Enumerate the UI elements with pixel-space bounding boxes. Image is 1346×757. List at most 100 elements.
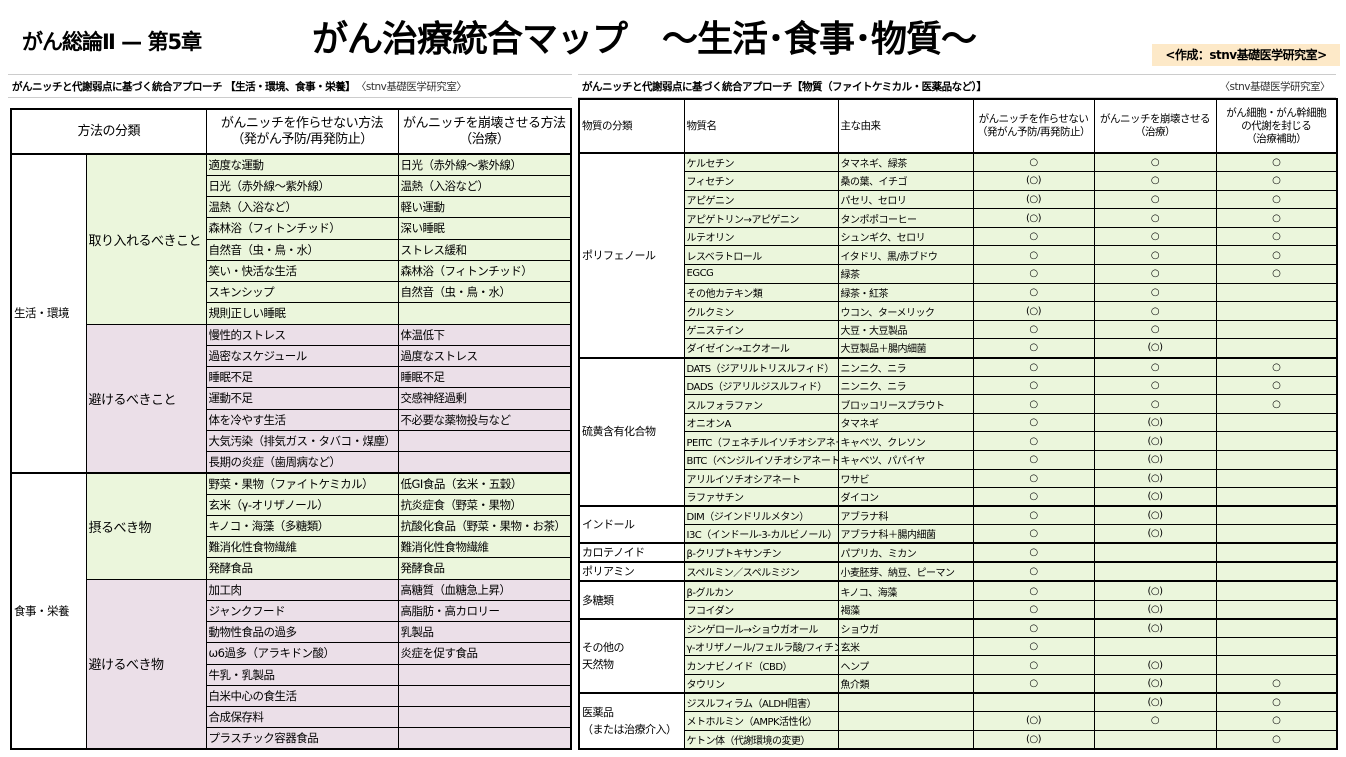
prevent-method-cell: 日光（赤外線～紫外線） [205,174,399,198]
table-row: EGCG 緑茶 ○ ○ ○ [579,264,1338,284]
metabolism-mark: ○ [1215,394,1338,414]
table-row: 運動不足 交感神経過剰 [11,387,572,410]
metabolism-mark [1215,617,1338,638]
table-row: オニオンA タマネギ ○ (○) [579,412,1338,433]
substance-name-cell: メトホルミン（AMPK活性化） [683,711,839,731]
table-row: 避けるべきこと 慢性的ストレス 体温低下 [11,323,572,474]
header-prevent: がんニッチを作らせない方法 （発がん予防/再発防止） [205,108,399,155]
substance-name-cell: β-クリプトキサンチン [683,542,839,563]
header-col-2: 主な由来 [837,98,974,154]
metabolism-mark: ○ [1215,711,1338,731]
table-row: BITC（ベンジルイソチオシアネート） キャベツ、パパイヤ ○ (○) [579,450,1338,470]
metabolism-mark: ○ [1215,264,1338,284]
table-row: カロテノイド β-クリプトキサンチン パプリカ、ミカン ○ [578,542,1338,563]
prevent-method-cell: 適度な運動 [205,153,399,176]
destroy-method-cell [397,450,572,474]
prevent-method-cell: 発酵食品 [205,557,399,580]
metabolism-mark [1215,580,1338,601]
table-row: ポリフェノール ケルセチン タマネギ、緑茶 ○ ○ ○ [578,152,1338,359]
prevent-mark: (○) [972,189,1095,210]
metabolism-mark: ○ [1215,152,1338,173]
destroy-method-cell: 自然音（虫・鳥・水） [397,280,572,304]
source-cell: 小麦胚芽、納豆、ピーマン [837,561,974,582]
destroy-mark: (○) [1093,468,1217,489]
table-row: ゲニステイン 大豆・大豆製品 ○ ○ [579,319,1338,340]
substance-name-cell: ラファサチン [683,487,839,507]
prevent-method-cell: 長期の炎症（歯周病など） [205,450,399,474]
prevent-method-cell: 牛乳・乳製品 [205,663,399,686]
source-cell: 魚介類 [837,673,974,694]
prevent-mark: ○ [972,599,1095,620]
source-cell: アブラナ科 [837,505,974,526]
table-row: 硫黄含有化合物 DATS（ジアリルトリスルフィド） ニンニク、ニラ ○ ○ ○ [578,356,1338,507]
prevent-method-cell: 過密なスケジュール [205,344,399,368]
table-row: ポリアミン スペルミン／スペルミジン 小麦胚芽、納豆、ピーマン ○ [578,561,1338,582]
prevent-method-cell: ジャンクフード [205,599,399,623]
metabolism-mark: ○ [1215,171,1338,191]
table-row: 多糖類 β-グルカン キノコ、海藻 ○ (○) [578,580,1338,620]
table-row: 動物性食品の過多 乳製品 [11,620,572,644]
metabolism-mark: ○ [1215,189,1338,210]
source-cell: 桑の葉、イチゴ [837,171,974,191]
prevent-method-cell: 慢性的ストレス [205,323,399,346]
lifestyle-diet-table: 方法の分類 がんニッチを作らせない方法 （発がん予防/再発防止） がんニッチを崩… [10,108,573,750]
destroy-method-cell: 不必要な薬物投与など [397,408,572,431]
destroy-mark: ○ [1093,189,1217,210]
substance-name-cell: ゲニステイン [683,319,839,340]
substance-name-cell: カンナビノイド（CBD） [683,655,839,675]
metabolism-mark: ○ [1215,245,1338,266]
source-cell: 玄米 [837,636,974,657]
destroy-method-cell: 乳製品 [397,620,572,644]
substance-category-cell: 医薬品 （または治療介入） [578,692,685,750]
metabolism-mark [1215,561,1338,582]
prevent-mark: ○ [972,542,1095,563]
destroy-method-cell: 抗酸化食品（野菜・果物・お茶） [397,514,572,538]
prevent-mark: ○ [972,338,1095,359]
table-row: ケトン体（代謝環境の変更） (○) ○ [579,729,1338,750]
destroy-method-cell: 交感神経過剰 [397,387,572,410]
substance-name-cell: タウリン [683,673,839,694]
substance-name-cell: DADS（ジアリルジスルフィド） [683,375,839,396]
metabolism-mark: ○ [1215,673,1338,694]
metabolism-mark [1215,487,1338,507]
destroy-mark [1093,561,1217,582]
table-row: アピゲニン パセリ、セロリ (○) ○ ○ [579,189,1338,210]
substance-name-cell: レスベラトロール [683,245,839,266]
substance-category-cell: カロテノイド [578,542,685,563]
header-classification: 方法の分類 [10,108,207,155]
metabolism-mark [1215,524,1338,544]
substance-name-cell: ケトン体（代謝環境の変更） [683,729,839,750]
prevent-mark: ○ [972,152,1095,173]
metabolism-mark [1215,450,1338,470]
prevent-method-cell: 動物性食品の過多 [205,620,399,644]
prevent-method-cell: 規則正しい睡眠 [205,302,399,325]
metabolism-mark [1215,338,1338,359]
destroy-mark: ○ [1093,226,1217,247]
table-row: ラファサチン ダイコン ○ (○) [579,487,1338,507]
prevent-mark: ○ [972,245,1095,266]
header-col-3: がんニッチを作らせない （発がん予防/再発防止） [972,98,1095,154]
right-subtitle: がんニッチと代謝弱点に基づく統合アプローチ【物質（ファイトケミカル・医薬品など）… [578,74,1336,98]
source-cell: タマネギ、緑茶 [837,152,974,173]
prevent-mark: ○ [972,375,1095,396]
table-row: 医薬品 （または治療介入） ジスルフィラム（ALDH阻害） (○) ○ [578,692,1338,750]
source-cell: ブロッコリースプラウト [837,394,974,414]
table-row: γ-オリザノール/フェルラ酸/フィチン酸 玄米 ○ [579,636,1338,657]
prevent-method-cell: 睡眠不足 [205,365,399,389]
metabolism-mark [1215,468,1338,489]
prevent-mark: ○ [972,319,1095,340]
table-row: その他の 天然物 ジンゲロール→ショウガオール ショウガ ○ (○) [578,617,1338,694]
prevent-mark: (○) [972,171,1095,191]
prevent-method-cell: 加工肉 [205,578,399,601]
subcategory-cell: 摂るべき物 [85,471,207,580]
metabolism-mark [1215,599,1338,620]
destroy-mark: ○ [1093,711,1217,731]
prevent-mark: ○ [972,524,1095,544]
destroy-method-cell [397,302,572,325]
prevent-mark: ○ [972,431,1095,451]
right-source: 〈stnv基礎医学研究室〉 [1219,81,1331,93]
source-cell: 大豆製品＋腸内細菌 [837,338,974,359]
destroy-method-cell [397,727,572,750]
substance-category-cell: ポリフェノール [578,152,685,359]
substance-name-cell: フコイダン [683,599,839,620]
